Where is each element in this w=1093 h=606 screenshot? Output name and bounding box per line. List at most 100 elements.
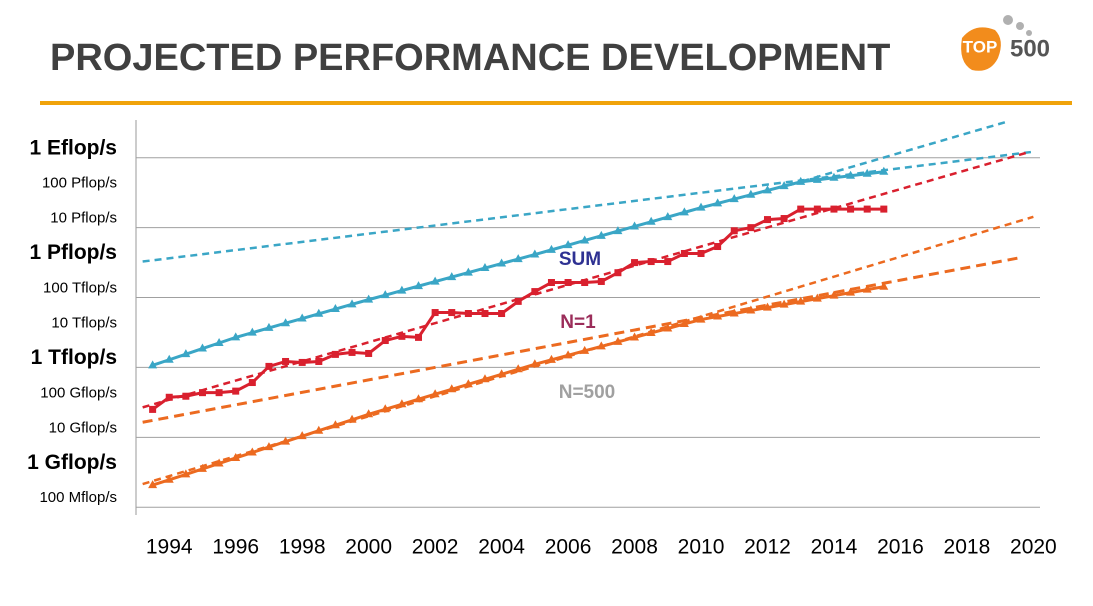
marker (347, 414, 357, 423)
marker (282, 357, 290, 365)
series (149, 205, 888, 413)
trend-line (142, 150, 1034, 263)
marker (415, 333, 423, 341)
marker (481, 310, 489, 318)
marker (247, 327, 257, 336)
marker (247, 447, 257, 456)
marker (696, 202, 706, 211)
y-tick-label: 10 Pflop/s (50, 210, 117, 227)
x-tick-label: 1996 (212, 536, 259, 559)
annotation: N=500 (559, 382, 616, 403)
marker (181, 469, 191, 478)
marker (281, 436, 291, 445)
marker (879, 281, 889, 290)
marker (149, 405, 157, 413)
marker (697, 249, 705, 257)
marker (880, 205, 888, 213)
marker (714, 243, 722, 251)
marker (397, 399, 407, 408)
marker (679, 207, 689, 216)
marker (148, 360, 158, 369)
y-tick-label: 1 Eflop/s (29, 136, 117, 159)
marker (530, 359, 540, 368)
marker (680, 249, 688, 257)
marker (480, 374, 490, 383)
series-line (152, 285, 885, 487)
marker (646, 216, 656, 225)
marker (248, 379, 256, 387)
marker (463, 267, 473, 276)
trend-line (142, 215, 1034, 486)
marker (197, 343, 207, 352)
y-tick-label: 1 Pflop/s (29, 241, 117, 264)
marker (747, 224, 755, 232)
marker (862, 168, 872, 177)
marker (646, 327, 656, 336)
marker (314, 308, 324, 317)
marker (846, 287, 856, 296)
marker (730, 227, 738, 235)
marker (315, 357, 323, 365)
marker (779, 181, 789, 190)
marker (546, 244, 556, 253)
marker (581, 279, 589, 287)
marker (430, 276, 440, 285)
marker (297, 431, 307, 440)
marker (663, 323, 673, 332)
marker (330, 304, 340, 313)
logo-dot (1026, 30, 1032, 36)
logo-dot (1016, 22, 1024, 30)
logo: TOP 500 (961, 15, 1050, 71)
marker (231, 452, 241, 461)
marker (197, 463, 207, 472)
marker (165, 393, 173, 401)
marker (464, 310, 472, 318)
marker (813, 205, 821, 213)
marker (647, 258, 655, 266)
y-tick-label: 100 Pflop/s (42, 175, 117, 192)
marker (480, 263, 490, 272)
marker (530, 249, 540, 258)
marker (846, 170, 856, 179)
marker (631, 259, 639, 267)
y-tick-label: 100 Mflop/s (39, 489, 117, 506)
y-tick-label: 1 Gflop/s (27, 451, 117, 474)
y-tick-label: 100 Gflop/s (40, 384, 117, 401)
marker (513, 364, 523, 373)
marker (779, 299, 789, 308)
marker (696, 314, 706, 323)
series-line (152, 170, 885, 367)
marker (613, 226, 623, 235)
marker (564, 279, 572, 287)
marker (663, 212, 673, 221)
marker (729, 308, 739, 317)
marker (762, 302, 772, 311)
x-tick-label: 2016 (877, 536, 924, 559)
annotation: N=1 (560, 312, 596, 333)
series (148, 166, 889, 369)
marker (330, 420, 340, 429)
marker (148, 480, 158, 489)
marker (630, 221, 640, 230)
marker (596, 230, 606, 239)
marker (713, 311, 723, 320)
marker (763, 216, 771, 224)
marker (713, 198, 723, 207)
marker (381, 337, 389, 345)
marker (164, 474, 174, 483)
marker (580, 345, 590, 354)
marker (796, 296, 806, 305)
marker (664, 258, 672, 266)
marker (364, 294, 374, 303)
marker (614, 269, 622, 277)
logo-dot (1003, 15, 1013, 25)
y-tick-label: 100 Tflop/s (43, 279, 117, 296)
marker (679, 318, 689, 327)
x-tick-label: 2020 (1010, 536, 1057, 559)
marker (497, 369, 507, 378)
marker (546, 354, 556, 363)
marker (797, 205, 805, 213)
marker (297, 313, 307, 322)
trend-line (790, 120, 1008, 186)
marker (447, 384, 457, 393)
